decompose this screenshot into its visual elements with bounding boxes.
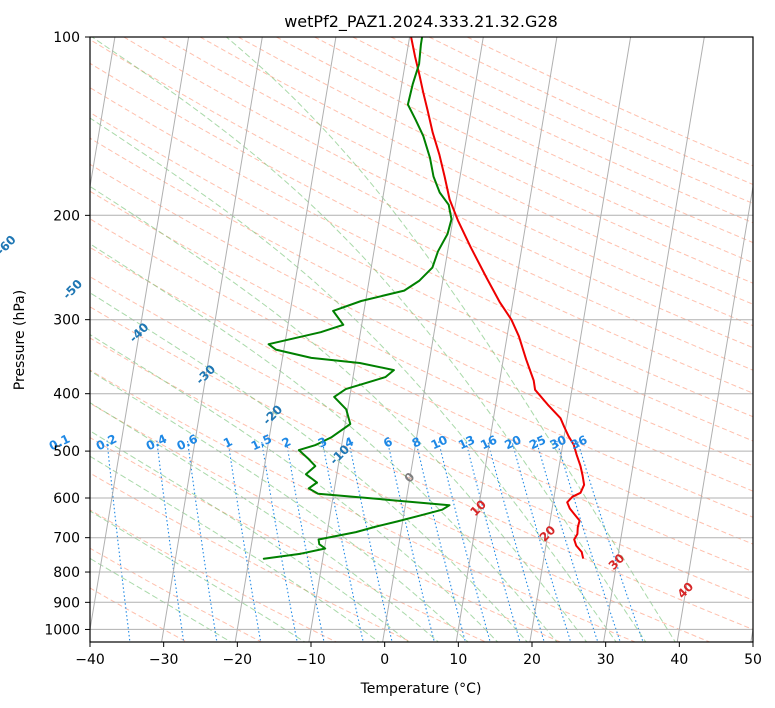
y-axis-title: Pressure (hPa) [12,290,28,390]
x-tick-label: 20 [523,652,541,668]
y-tick-label: 700 [53,531,80,547]
mixing-ratio-line [156,440,185,642]
x-tick-label: −20 [223,652,253,668]
x-axis-title: Temperature (°C) [360,681,482,697]
mixing-ratio-label: 36 [568,433,589,453]
grid-lines [90,37,753,642]
dry-adiabat [90,276,753,601]
isotherm-line [90,37,190,633]
dry-adiabat [90,87,753,418]
mixing-ratio-label: 16 [478,433,499,453]
mixing-ratio-label: 13 [456,433,477,453]
y-tick-label: 300 [53,313,80,329]
x-tick-label: −40 [75,652,105,668]
mixing-ratio-line [348,440,393,642]
y-tick-label: 1000 [44,622,80,638]
dry-adiabat [90,190,753,518]
dry-adiabat [238,37,753,284]
mixing-ratio-line [556,440,621,642]
isotherm-label: -50 [60,277,85,302]
dry-adiabat [90,246,753,573]
mixing-ratio-line [535,440,599,642]
plot-frame [89,36,754,643]
dewpoint-profile-line [262,37,453,560]
isotherm-line [676,183,753,642]
x-tick-label: 10 [449,652,467,668]
y-tick-label: 500 [53,444,80,460]
mixing-ratio-line [386,440,435,642]
dry-adiabat [90,163,753,492]
isotherm-line [750,626,753,642]
mixing-ratio-line [186,440,218,642]
isotherm-line [603,37,705,642]
mixing-ratio-line [285,440,325,642]
moist-adiabat [90,185,588,642]
chart-title: wetPf2_PAZ1.2024.333.21.32.G28 [284,12,558,32]
moist-adiabat [90,402,440,642]
isotherm-line [529,37,632,642]
x-tick-label: 40 [670,652,688,668]
isotherm-line [455,37,558,642]
mixing-ratio-line [576,440,644,642]
isotherm-line [161,37,263,642]
dry-adiabat [90,218,753,545]
mixing-ratio-line [227,440,262,642]
moist-adiabat [90,117,617,642]
moist-adiabat [90,510,306,642]
y-tick-label: 400 [53,387,80,403]
mixing-ratio-line [465,440,521,642]
x-tick-label: 30 [597,652,615,668]
mixing-ratio-label: 10 [429,433,450,453]
moist-adiabat [90,292,528,642]
mixing-ratio-line [437,440,491,642]
isotherm-line [90,37,116,190]
moist-adiabat [90,430,410,642]
dry-adiabat [161,37,753,327]
moist-adiabat [90,370,469,642]
y-tick-label: 600 [53,491,80,507]
y-tick-label: 800 [53,565,80,581]
profile-lines [262,37,586,560]
mixing-ratio-line [106,440,131,642]
y-tick-label: 100 [53,30,80,46]
y-tick-label: 900 [53,595,80,611]
isotherm-line [308,37,411,642]
x-tick-label: 0 [380,652,389,668]
moist-adiabat [90,334,499,642]
dry-adiabat [90,62,753,394]
dry-adiabat [123,37,753,349]
mixing-ratio-line [260,440,298,642]
x-tick-label: 50 [744,652,762,668]
y-tick-label: 200 [53,208,80,224]
x-axis: −40 −30 −20 −10 0 10 20 30 40 50 [75,642,762,668]
mixing-ratio-line [321,440,364,642]
x-tick-label: −10 [296,652,326,668]
mixing-ratio-label: 30 [548,433,569,453]
x-tick-label: −30 [149,652,179,668]
y-axis: 100 200 300 400 500 600 700 800 900 1000 [44,30,90,638]
temperature-profile-line [410,37,586,559]
isotherm-label: -60 [0,233,19,258]
isotherm-line [382,37,484,642]
mixing-ratio-label: 20 [502,433,523,453]
mixing-ratio-label: 25 [527,433,548,453]
plot-area [90,37,753,642]
